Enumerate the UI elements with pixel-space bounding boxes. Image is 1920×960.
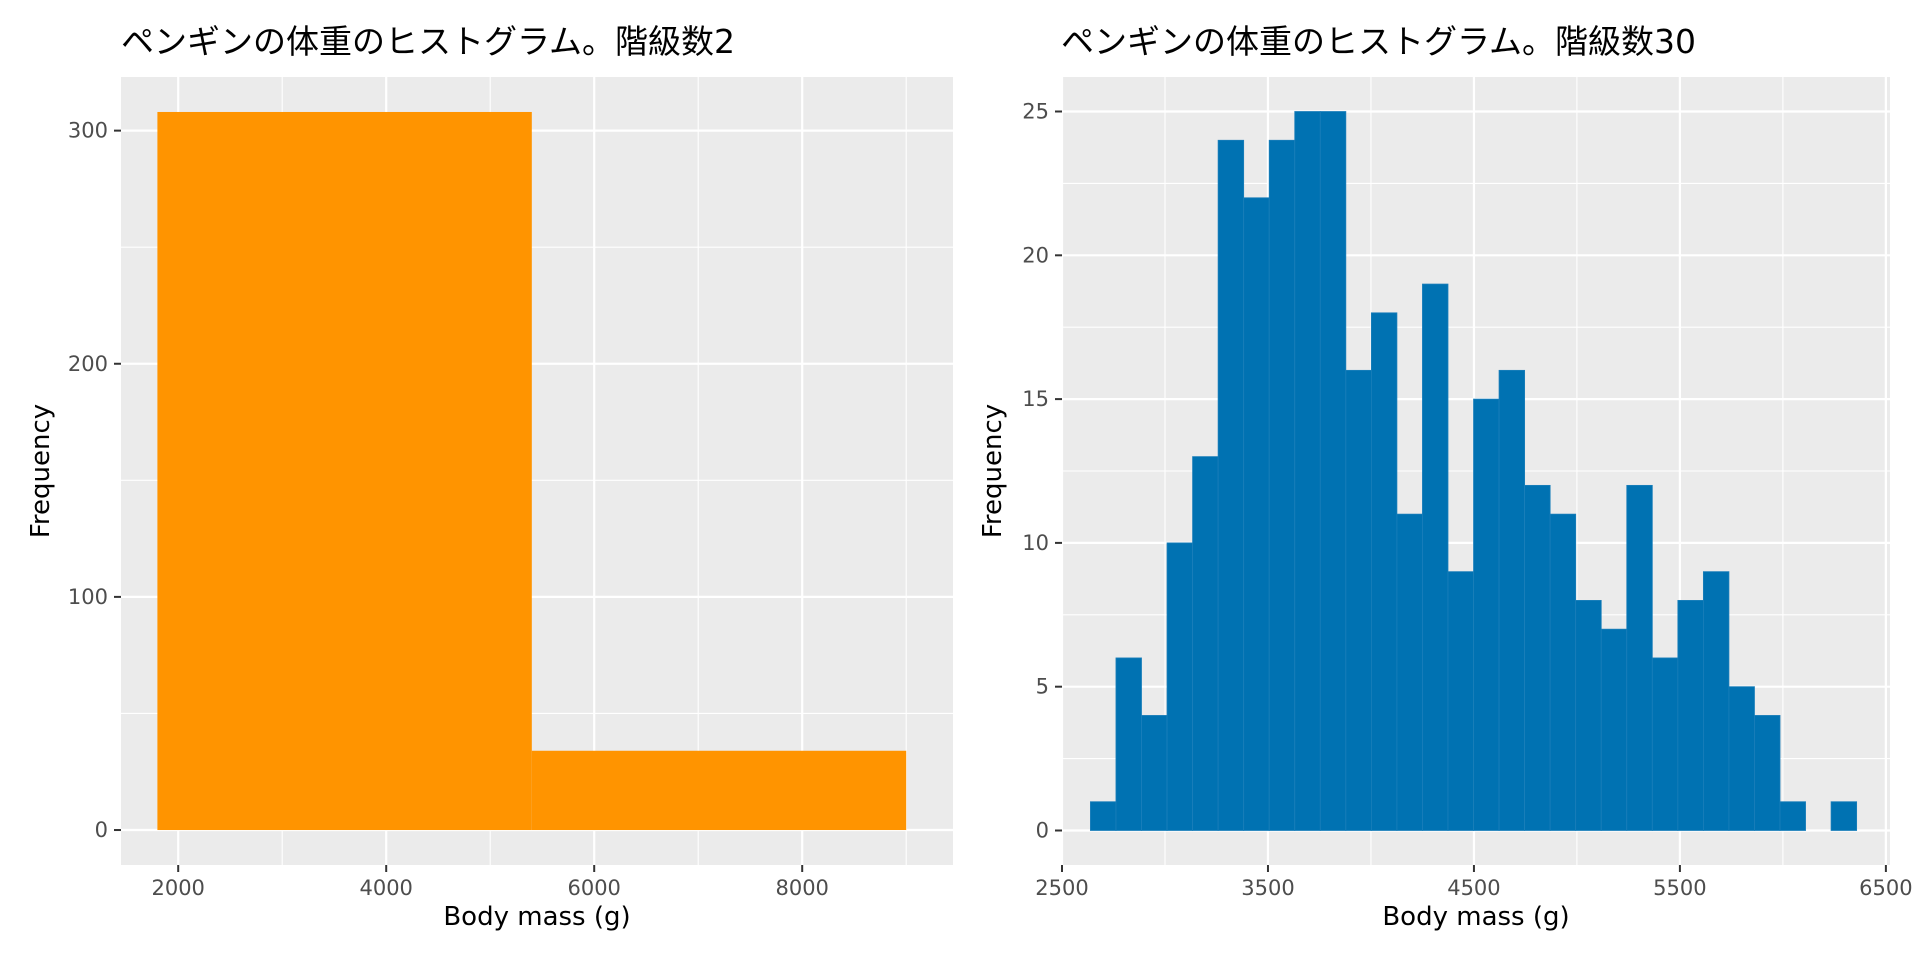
x-tick-label: 6000 — [567, 876, 620, 900]
histogram-bar — [531, 750, 907, 831]
histogram-bar — [1754, 715, 1781, 831]
histogram-bar — [1498, 369, 1526, 831]
histogram-bar — [1192, 456, 1219, 831]
x-tick-label: 8000 — [775, 876, 828, 900]
histogram-bar — [1524, 484, 1551, 831]
histogram-bar — [1651, 657, 1679, 831]
y-tick-label: 200 — [68, 352, 108, 376]
histogram-bar — [1728, 686, 1755, 831]
histogram-bar — [1447, 571, 1474, 831]
histogram-bar — [1243, 197, 1270, 831]
y-tick-label: 300 — [68, 119, 108, 143]
y-tick-label: 0 — [1036, 818, 1049, 842]
x-tick-label: 4000 — [359, 876, 412, 900]
histogram-bar — [1319, 111, 1347, 831]
y-tick-label: 20 — [1022, 243, 1049, 267]
histogram-bar — [1830, 801, 1858, 831]
histogram-bar — [1370, 312, 1398, 831]
y-tick-label: 15 — [1022, 387, 1049, 411]
histogram-bar — [1473, 398, 1500, 831]
histogram-bar — [1166, 542, 1193, 831]
histogram-bar — [1268, 139, 1296, 831]
chart-2-x-axis-title: Body mass (g) — [1382, 902, 1569, 932]
y-tick-label: 25 — [1022, 100, 1049, 124]
chart-2: ペンギンの体重のヒストグラム。階級数30 2500 3500 4500 5500 650… — [978, 22, 1913, 932]
chart-1: ペンギンの体重のヒストグラム。階級数2 2000 4000 6000 8000 0 10… — [26, 22, 953, 932]
histogram-bar — [1779, 801, 1806, 831]
histogram-bar — [1575, 600, 1602, 831]
chart-2-y-axis-title: Frequency — [978, 404, 1008, 538]
histogram-bar — [1396, 513, 1423, 831]
chart-2-x-ticks: 2500 3500 4500 5500 6500 — [1035, 865, 1913, 900]
x-tick-label: 2000 — [151, 876, 204, 900]
histogram-bar — [1626, 484, 1653, 831]
histogram-bar — [1345, 369, 1372, 831]
chart-1-x-axis-title: Body mass (g) — [443, 902, 630, 932]
chart-2-title: ペンギンの体重のヒストグラム。階級数30 — [1061, 22, 1696, 61]
histogram-bar — [157, 111, 532, 831]
chart-1-bars — [157, 111, 907, 831]
chart-1-y-axis-title: Frequency — [26, 404, 56, 538]
x-tick-label: 5500 — [1653, 876, 1706, 900]
x-tick-label: 6500 — [1859, 876, 1912, 900]
x-tick-label: 4500 — [1447, 876, 1500, 900]
histogram-bar — [1549, 513, 1577, 831]
histogram-bar — [1115, 657, 1142, 831]
y-tick-label: 100 — [68, 585, 108, 609]
histogram-bar — [1702, 571, 1730, 831]
chart-1-title: ペンギンの体重のヒストグラム。階級数2 — [121, 22, 735, 61]
chart-1-y-ticks: 0 100 200 300 — [68, 119, 121, 842]
chart-2-bars — [1090, 111, 1858, 831]
histogram-bar — [1217, 139, 1245, 831]
chart-2-y-ticks: 0 5 10 15 20 25 — [1022, 100, 1062, 842]
histogram-bar — [1141, 715, 1168, 831]
x-tick-label: 2500 — [1035, 876, 1088, 900]
chart-1-x-ticks: 2000 4000 6000 8000 — [151, 865, 829, 900]
x-tick-label: 3500 — [1241, 876, 1294, 900]
histogram-bar — [1600, 628, 1628, 831]
histogram-bar — [1090, 801, 1117, 831]
y-tick-label: 5 — [1036, 675, 1049, 699]
y-tick-label: 10 — [1022, 531, 1049, 555]
y-tick-label: 0 — [95, 818, 108, 842]
histogram-bar — [1677, 600, 1704, 831]
histogram-bar — [1422, 283, 1449, 831]
histogram-bar — [1294, 111, 1321, 831]
